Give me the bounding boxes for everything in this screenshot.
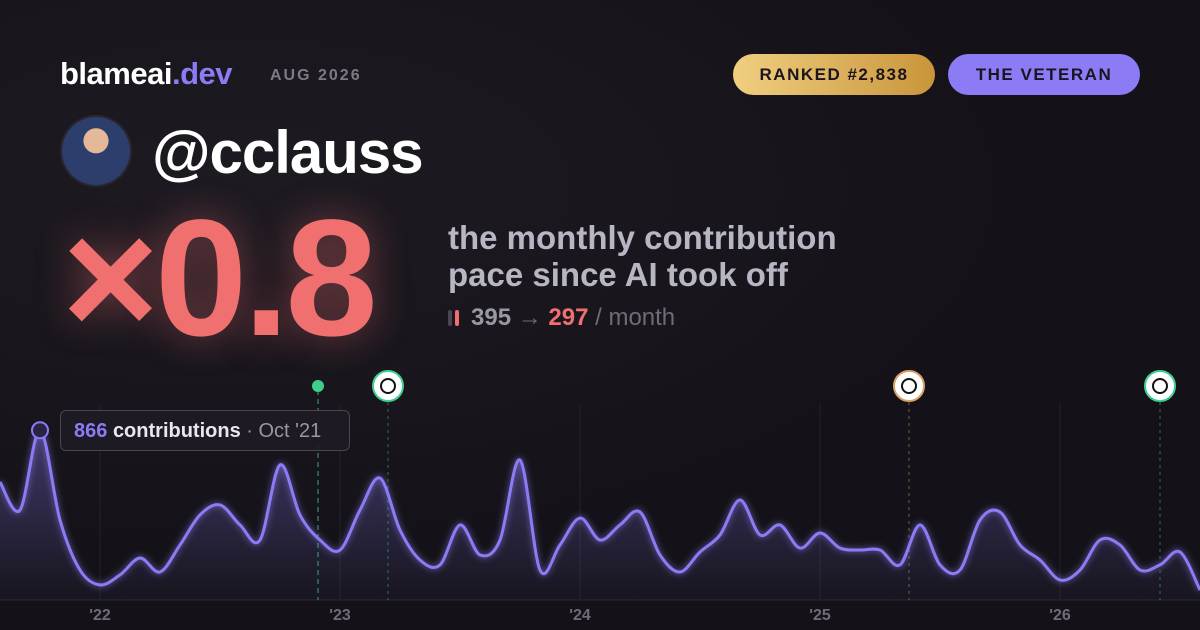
arrow: → (517, 304, 542, 331)
handle: @cclauss (152, 119, 424, 186)
tooltip-unit: contributions (112, 420, 241, 442)
event-icon (893, 370, 925, 402)
multiplier: ×0.8 (62, 186, 378, 371)
avatar (62, 117, 130, 185)
area (0, 430, 1200, 600)
x-tick-label: '22 (89, 607, 111, 624)
indicator (448, 310, 452, 326)
indicator (455, 310, 459, 326)
before: 395 (471, 304, 512, 331)
highlight-point (31, 421, 49, 440)
brand-name: blameai (60, 56, 172, 91)
x-tick-label: '25 (809, 607, 831, 624)
date: AUG 2026 (270, 67, 362, 84)
event-glyph (380, 378, 396, 394)
line (0, 428, 1200, 591)
tooltip-value: 866 (74, 420, 108, 442)
unit: / month (595, 304, 676, 331)
rank-badge: RANKED #2,838 (733, 54, 935, 95)
separator: · (246, 420, 253, 442)
x-tick-label: '23 (329, 607, 351, 624)
brand: blameai.dev (60, 56, 232, 92)
event-glyph (1152, 378, 1168, 394)
x-tick-label: '26 (1049, 607, 1071, 624)
x-tick-label: '24 (569, 607, 591, 624)
event-icon (372, 370, 404, 402)
title-badge: THE VETERAN (948, 54, 1140, 95)
caption: pace since AI took off (448, 256, 788, 293)
tooltip-date: Oct '21 (258, 420, 322, 442)
event-icon (1144, 370, 1176, 402)
brand-tld: .dev (171, 56, 233, 91)
tooltip: 866 contributions · Oct '21 (60, 410, 350, 451)
after: 297 (548, 304, 589, 331)
stats: 395 → 297 / month (448, 304, 675, 332)
event-glyph (901, 378, 917, 394)
event-dot (312, 380, 324, 392)
caption: the monthly contribution (448, 219, 837, 256)
